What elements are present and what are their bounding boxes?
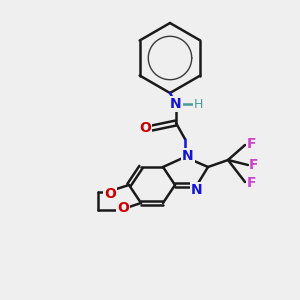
Text: N: N [182,149,194,163]
Text: N: N [191,183,203,197]
Text: O: O [117,201,129,215]
Text: O: O [139,121,151,135]
Text: H: H [193,98,203,110]
Text: F: F [246,176,256,190]
Text: F: F [249,158,259,172]
Text: O: O [104,187,116,201]
Text: N: N [170,97,182,111]
Text: F: F [246,137,256,151]
